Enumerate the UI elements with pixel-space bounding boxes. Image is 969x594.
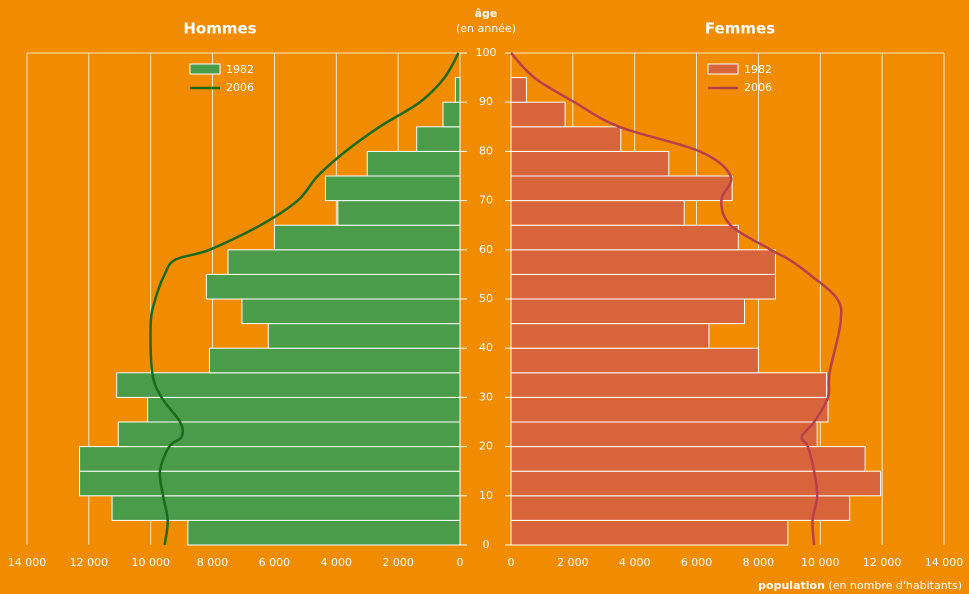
bar: [510, 298, 746, 325]
y-tick-label: 30: [479, 390, 493, 403]
bar: [416, 126, 461, 152]
x-tick-label: 6 000: [259, 556, 291, 569]
x-axis-label-sub: (en nombre d'habitants): [828, 579, 962, 592]
x-tick-label: 8 000: [197, 556, 229, 569]
x-axis-label: population (en nombre d'habitants): [758, 579, 962, 592]
bar: [510, 101, 566, 128]
y-tick-label: 0: [483, 538, 490, 551]
bar: [187, 519, 461, 546]
x-tick-label: 14 000: [925, 556, 964, 569]
bar: [510, 446, 866, 472]
legend-label: 1982: [226, 63, 254, 76]
panel-title: Femmes: [705, 20, 775, 38]
x-tick-label: 0: [457, 556, 464, 569]
bar: [510, 396, 829, 423]
bar: [205, 273, 461, 300]
y-tick-label: 20: [479, 440, 493, 453]
bar: [510, 126, 622, 152]
bar: [117, 421, 461, 448]
bar: [241, 298, 461, 325]
x-tick-label: 4 000: [619, 556, 651, 569]
x-tick-label: 6 000: [681, 556, 713, 569]
bar: [510, 150, 670, 177]
bar: [510, 249, 776, 275]
x-tick-label: 0: [508, 556, 515, 569]
x-tick-label: 2 000: [557, 556, 589, 569]
bar: [510, 175, 733, 202]
x-tick-label: 12 000: [863, 556, 902, 569]
x-tick-label: 4 000: [321, 556, 353, 569]
x-tick-label: 10 000: [801, 556, 840, 569]
bar: [79, 446, 461, 472]
y-tick-label: 90: [479, 95, 493, 108]
legend-swatch: [189, 63, 221, 75]
y-tick-label: 10: [479, 489, 493, 502]
bar: [510, 347, 759, 374]
y-tick-label: 50: [479, 292, 493, 305]
bar: [116, 372, 461, 398]
bar: [510, 77, 527, 103]
bar: [442, 101, 461, 128]
y-tick-label: 100: [476, 46, 497, 59]
y-axis-label: âge: [475, 7, 498, 20]
legend-label: 1982: [744, 63, 772, 76]
bar: [510, 421, 818, 448]
bar: [510, 323, 710, 349]
y-tick-label: 60: [479, 243, 493, 256]
bar: [267, 323, 461, 349]
bar: [273, 224, 461, 251]
bar: [510, 224, 739, 251]
y-axis-sublabel: (en année): [456, 22, 516, 35]
x-tick-label: 2 000: [382, 556, 414, 569]
bar: [510, 519, 789, 546]
bar: [510, 495, 851, 521]
y-tick-label: 70: [479, 194, 493, 207]
legend-swatch: [707, 63, 739, 75]
bar: [208, 347, 461, 374]
bar: [147, 396, 461, 423]
bar: [454, 77, 461, 103]
x-tick-label: 12 000: [70, 556, 109, 569]
bar: [510, 372, 827, 398]
x-tick-label: 14 000: [8, 556, 47, 569]
y-tick-label: 40: [479, 341, 493, 354]
legend-label: 2006: [226, 81, 254, 94]
x-tick-label: 10 000: [131, 556, 170, 569]
y-tick-label: 80: [479, 144, 493, 157]
x-tick-label: 8 000: [743, 556, 775, 569]
line: [510, 52, 843, 546]
panel-title: Hommes: [183, 20, 256, 38]
line: [149, 52, 460, 546]
bar: [510, 200, 685, 226]
bar: [324, 175, 461, 202]
legend-label: 2006: [744, 81, 772, 94]
x-axis-label-main: population: [758, 579, 825, 592]
bar: [510, 273, 776, 300]
bar: [227, 249, 461, 275]
bar: [366, 150, 461, 177]
bar: [79, 470, 461, 497]
bar: [337, 200, 461, 226]
bar: [510, 470, 882, 497]
